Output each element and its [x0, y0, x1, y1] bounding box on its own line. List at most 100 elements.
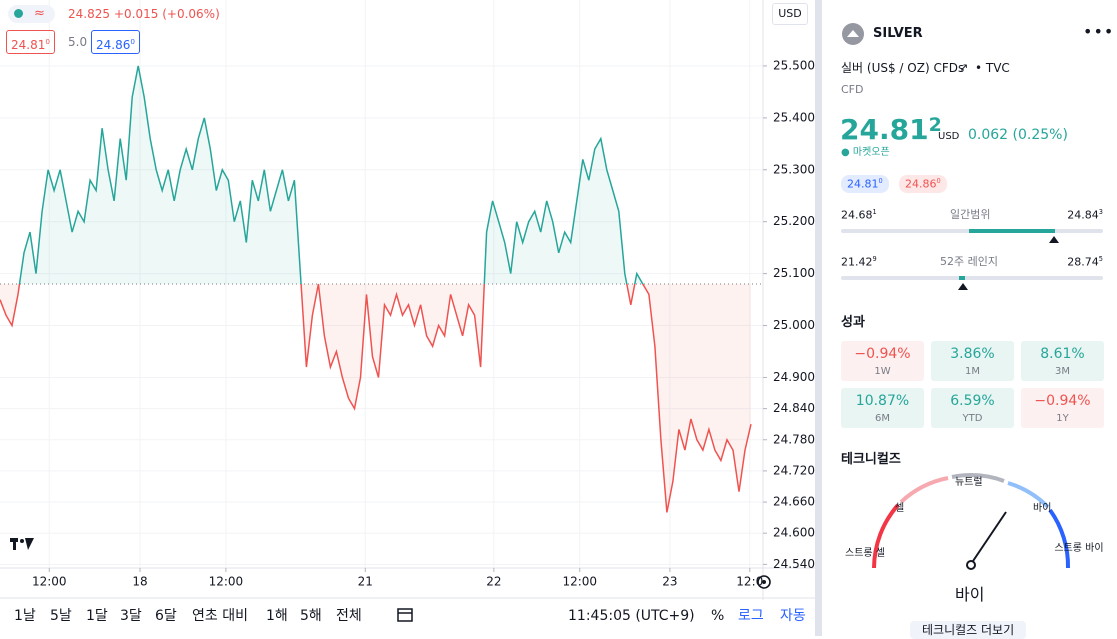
x-tick-label: 12:00 [32, 575, 67, 589]
gauge-label: 셀 [895, 503, 905, 514]
price-line-down [0, 284, 752, 513]
wk-label: 52주 레인지 [940, 255, 998, 268]
y-tick-label: 25.100 [773, 266, 815, 280]
day-low-main: 24.68 [841, 208, 873, 222]
perf-cell[interactable]: −0.94% 1W [841, 341, 924, 381]
more-button[interactable]: 테크니컬즈 더보기 [910, 621, 1027, 639]
chip-icon: ≈ [34, 6, 45, 21]
wk-marker [958, 283, 968, 290]
range-button[interactable]: 5해 [300, 608, 322, 624]
range-button[interactable]: 3달 [120, 608, 142, 624]
day-high-main: 24.84 [1067, 208, 1099, 222]
day-range-track [841, 229, 1103, 233]
chart: 25.500 25.400 25.300 25.200 25.100 25.000 24.9… [0, 0, 815, 600]
buy-button[interactable]: 24.860 [91, 30, 140, 54]
x-tick-label: 18 [132, 575, 147, 589]
bid-chip: 24.810 [841, 175, 889, 193]
clock[interactable]: 11:45:05 (UTC+9) [568, 608, 695, 624]
y-tick-label: 25.500 [773, 58, 815, 72]
gauge [872, 473, 1071, 570]
perf-value: 8.61% [1040, 346, 1085, 362]
settings-icon[interactable] [757, 575, 771, 589]
link-icon[interactable]: ↗ [959, 61, 969, 74]
area-up [0, 65, 751, 284]
ask: 24.86 [905, 177, 937, 191]
y-tick-label: 24.840 [773, 401, 815, 415]
bid-frac: 0 [878, 177, 883, 185]
range-button[interactable]: 전체 [336, 608, 362, 624]
day-high: 24.843 [1067, 209, 1103, 221]
perf-value: −0.94% [854, 346, 911, 362]
day-label: 일간범위 [950, 208, 991, 221]
perf-label: 1M [965, 366, 980, 377]
y-tick-label: 24.600 [773, 526, 815, 540]
status-chip[interactable]: ≈ [8, 5, 55, 23]
price: 24.812 [840, 116, 942, 144]
currency-select[interactable]: USD [772, 3, 808, 25]
range-button[interactable]: 1날 [14, 608, 36, 624]
perf-cell[interactable]: 10.87% 6M [841, 388, 924, 428]
perf-value: 10.87% [855, 393, 910, 409]
y-tick-label: 25.200 [773, 214, 815, 228]
percent-toggle[interactable]: % [711, 608, 725, 624]
perf-cell[interactable]: 3.86% 1M [931, 341, 1014, 381]
ask-frac: 0 [130, 37, 135, 46]
range-button[interactable]: 1해 [266, 608, 288, 624]
y-tick-label: 24.900 [773, 370, 815, 384]
range-button[interactable]: 5날 [50, 608, 72, 624]
gauge-label: 바이 [1033, 503, 1052, 514]
technicals-result: 바이 [955, 585, 985, 604]
perf-cell[interactable]: 6.59% YTD [931, 388, 1014, 428]
wk-low-main: 21.42 [841, 255, 873, 269]
bid: 24.81 [11, 38, 46, 52]
range-button[interactable]: 6달 [155, 608, 177, 624]
wk-high: 28.745 [1067, 256, 1103, 268]
legend-change: +0.015 (+0.06%) [114, 7, 220, 21]
x-tick-label: 12:00 [562, 575, 597, 589]
auto-toggle[interactable]: 자동 [780, 608, 806, 624]
kind: CFD [841, 83, 864, 96]
ask-chip: 24.860 [899, 175, 947, 193]
y-tick-label: 25.400 [773, 110, 815, 124]
symbol-logo [842, 23, 864, 45]
sell-button[interactable]: 24.810 [6, 30, 55, 54]
y-tick-label: 25.300 [773, 162, 815, 176]
legend-last: 24.825 [68, 7, 110, 21]
y-tick-label: 24.660 [773, 495, 815, 509]
day-low: 24.681 [841, 209, 877, 221]
y-tick-label: 24.540 [773, 557, 815, 571]
perf-cell[interactable]: 8.61% 3M [1021, 341, 1104, 381]
divider[interactable] [815, 0, 822, 636]
y-tick-label: 24.720 [773, 463, 815, 477]
wk-low-frac: 9 [872, 255, 877, 263]
perf-cell[interactable]: −0.94% 1Y [1021, 388, 1104, 428]
area-down [0, 284, 751, 513]
wk-low: 21.429 [841, 256, 877, 268]
section-title: 테크니컬즈 [841, 452, 901, 467]
symbol: SILVER [873, 26, 923, 41]
y-tick-label: 25.000 [773, 318, 815, 332]
gauge-label: 뉴트럴 [955, 477, 983, 488]
x-tick-label: 21 [358, 575, 373, 589]
x-tick-label: 12:00 [209, 575, 244, 589]
bid: 24.81 [847, 177, 879, 191]
perf-label: 1W [874, 366, 891, 377]
market-status: ● 마켓오픈 [841, 147, 890, 158]
perf-value: 3.86% [950, 346, 995, 362]
y-tick-label: 24.780 [773, 432, 815, 446]
x-tick-label: 22 [486, 575, 501, 589]
perf-label: YTD [962, 413, 983, 424]
spread: 5.0 [68, 35, 88, 49]
date-range-icon[interactable] [396, 606, 416, 624]
range-button[interactable]: 연초 대비 [192, 608, 248, 624]
range-button[interactable]: 1달 [86, 608, 108, 624]
gauge-label: 스트롱 바이 [1054, 543, 1104, 554]
perf-label: 3M [1055, 366, 1070, 377]
section-title: 성과 [841, 315, 865, 330]
more-label: 테크니컬즈 더보기 [922, 623, 1015, 637]
log-toggle[interactable]: 로그 [738, 608, 764, 624]
x-tick-label: 23 [662, 575, 677, 589]
wk-high-main: 28.74 [1067, 255, 1099, 269]
day-marker [1049, 236, 1059, 243]
menu[interactable]: ••• [1083, 22, 1115, 41]
